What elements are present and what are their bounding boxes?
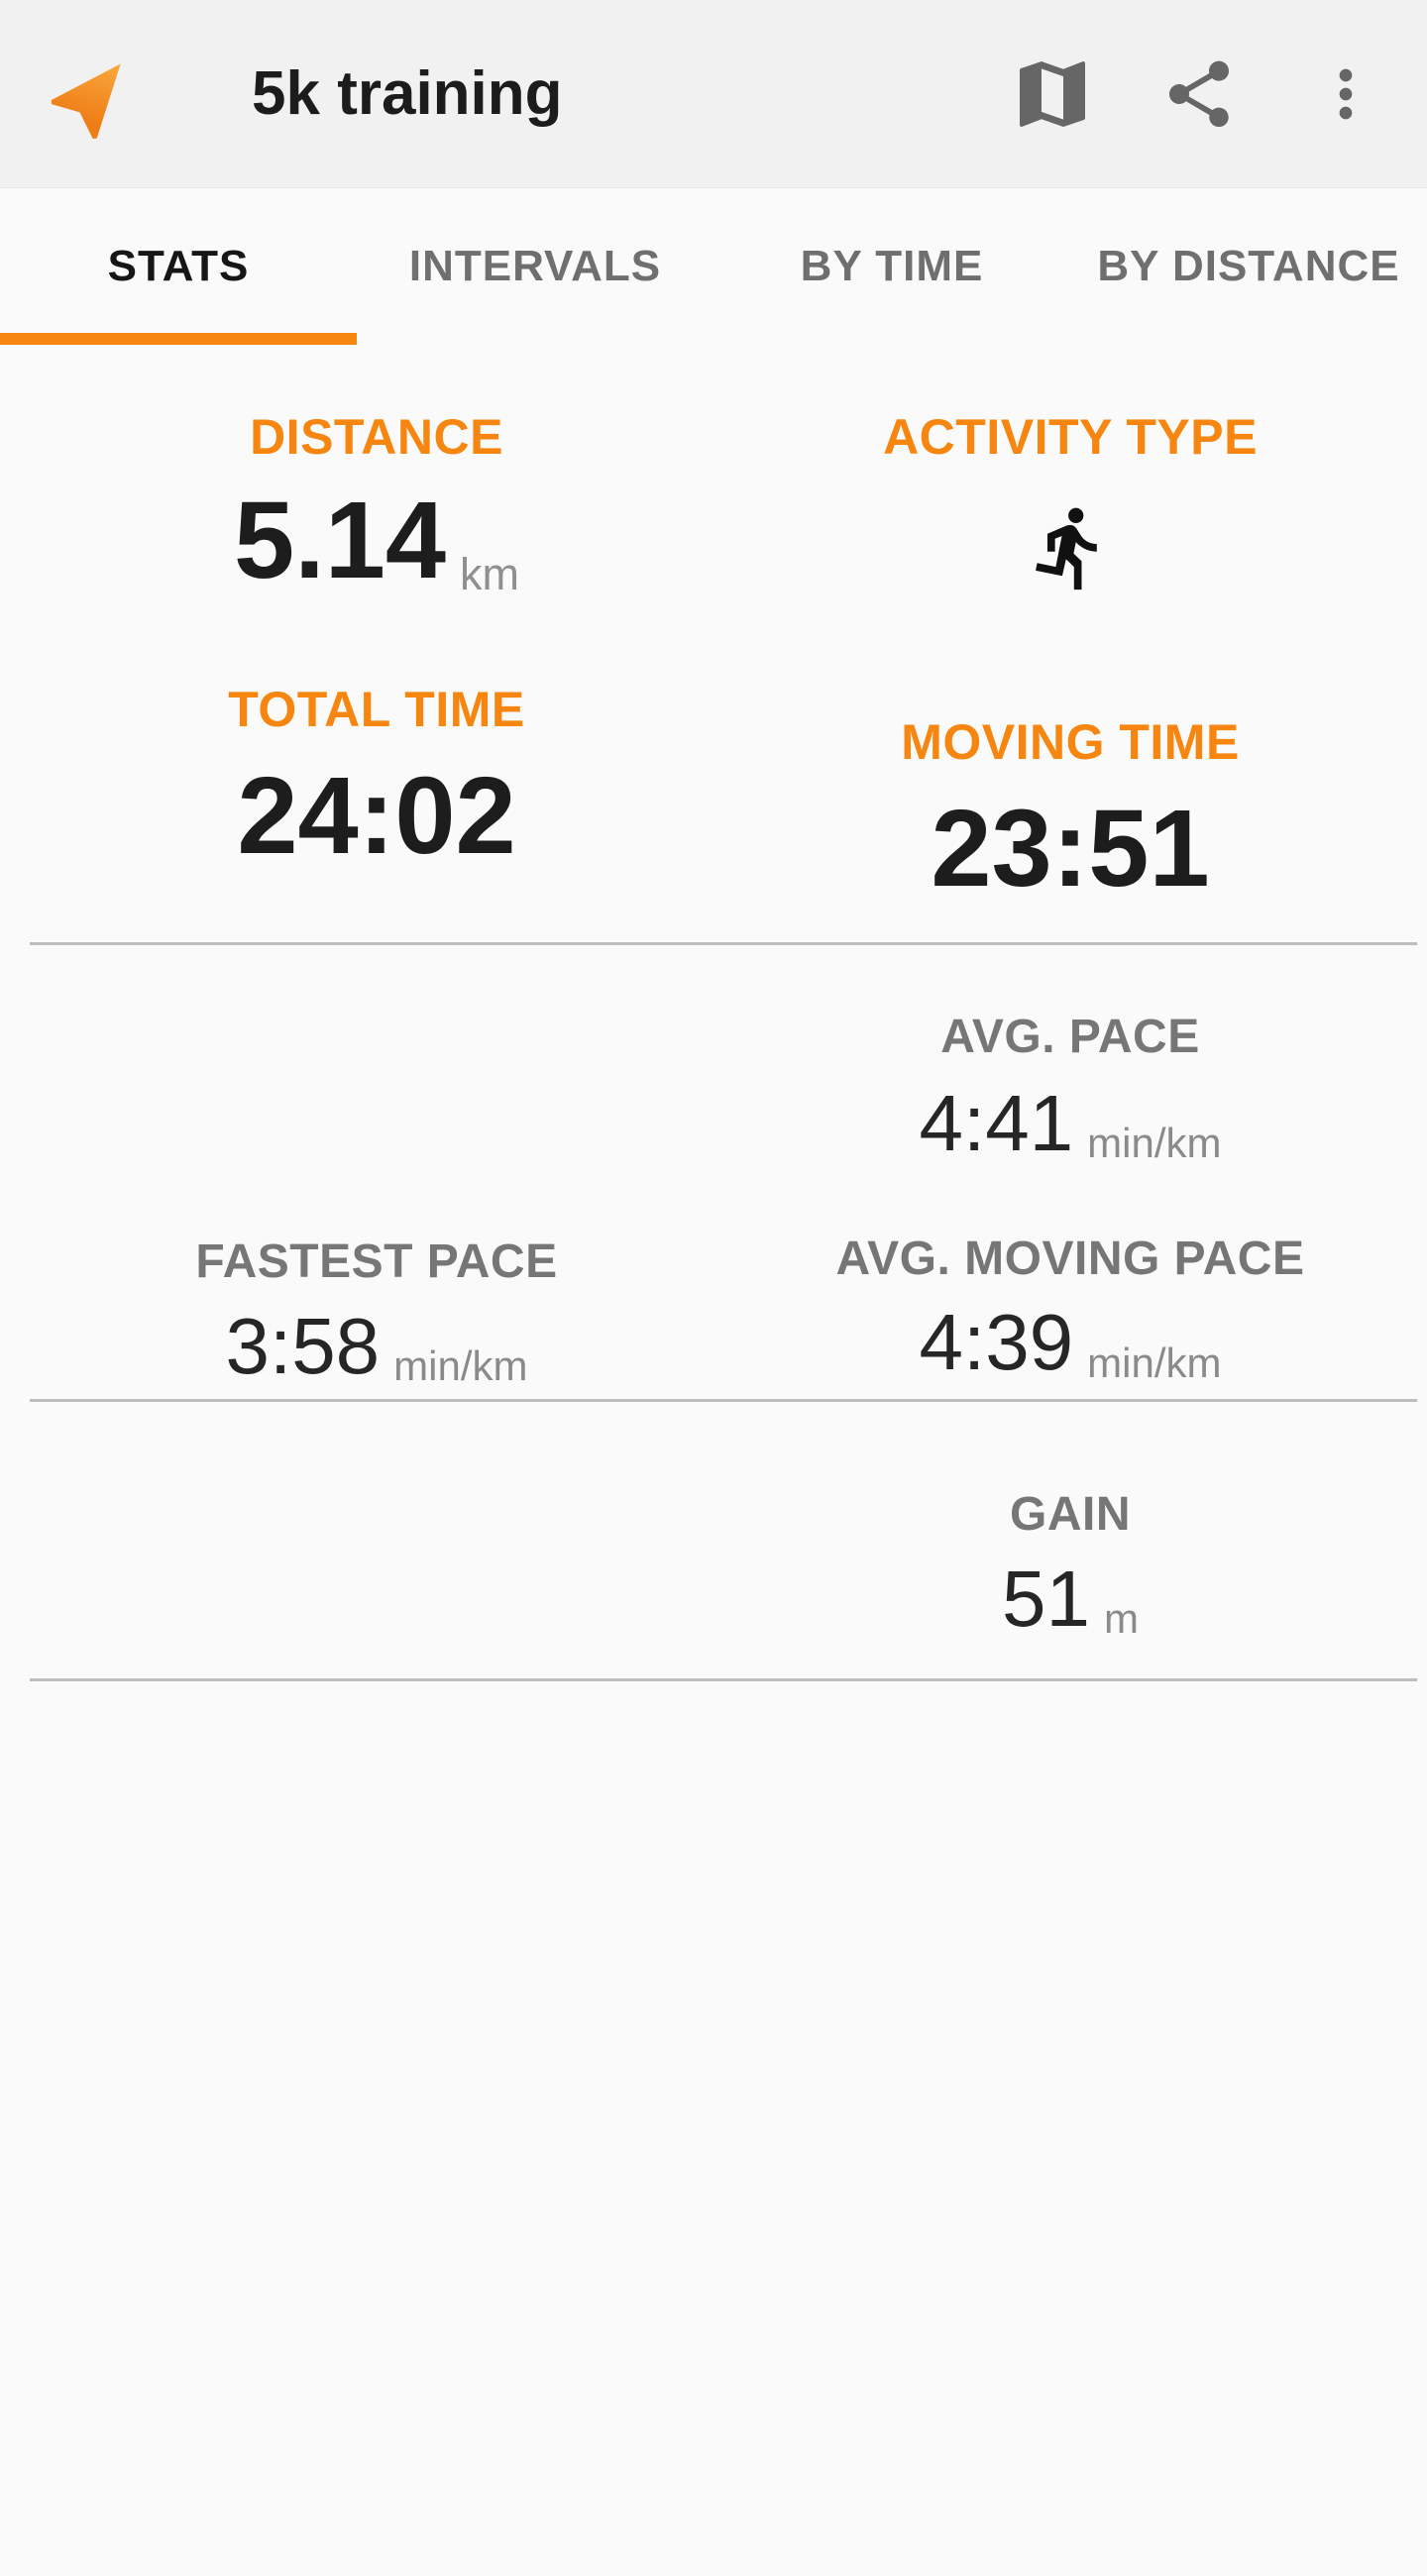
stat-value-total-time: 24:02	[237, 755, 516, 877]
stat-value-avg-pace: 4:41	[919, 1078, 1074, 1167]
stat-value-distance: 5.14	[233, 480, 447, 601]
appbar-actions	[1007, 40, 1427, 149]
stat-label-avg-moving-pace: AVG. MOVING PACE	[835, 1232, 1305, 1285]
section-paces: FASTEST PACE 3:58 min/km AVG. PACE 4:41 …	[30, 945, 1417, 1399]
stat-activity-type: ACTIVITY TYPE	[883, 407, 1258, 598]
tab-intervals[interactable]: INTERVALS	[408, 242, 662, 290]
stat-total-time: TOTAL TIME 24:02	[228, 680, 524, 876]
column-left: DISTANCE 5.14 km TOTAL TIME 24:02	[30, 345, 723, 942]
stat-gain: GAIN 51 m	[1002, 1486, 1139, 1645]
section-summary: DISTANCE 5.14 km TOTAL TIME 24:02 ACTIVI…	[30, 345, 1417, 942]
divider	[30, 942, 1417, 945]
stat-unit-distance: km	[460, 549, 520, 600]
runner-icon	[1036, 507, 1097, 590]
nav-arrow-icon	[51, 62, 121, 139]
stat-unit-avg-moving-pace: min/km	[1087, 1339, 1222, 1386]
column-left: FASTEST PACE 3:58 min/km	[30, 945, 723, 1399]
share-button[interactable]	[1153, 40, 1245, 149]
stat-unit-fastest-pace: min/km	[393, 1342, 528, 1390]
stat-label-gain: GAIN	[1009, 1488, 1131, 1541]
appbar: 5k training	[0, 0, 1427, 188]
activity-icon-wrap	[1025, 502, 1116, 598]
column-right: AVG. PACE 4:41 min/km AVG. MOVING PACE 4…	[723, 945, 1417, 1399]
column-left	[30, 1402, 723, 1678]
stat-label-avg-pace: AVG. PACE	[940, 1011, 1200, 1063]
stat-unit-gain: m	[1103, 1595, 1139, 1643]
stat-value-gain: 51	[1002, 1554, 1090, 1643]
stat-label-distance: DISTANCE	[250, 409, 503, 465]
stat-value-moving-time: 23:51	[931, 788, 1210, 910]
stat-unit-avg-pace: min/km	[1087, 1120, 1222, 1167]
divider	[30, 1678, 1417, 1681]
stat-avg-moving-pace: AVG. MOVING PACE 4:39 min/km	[836, 1231, 1305, 1389]
divider	[30, 1399, 1417, 1402]
column-right: GAIN 51 m	[723, 1402, 1417, 1678]
stat-label-activity-type: ACTIVITY TYPE	[883, 409, 1258, 465]
tab-by-distance[interactable]: BY DISTANCE	[1097, 242, 1400, 290]
more-vert-icon	[1339, 68, 1353, 119]
stat-label-total-time: TOTAL TIME	[228, 682, 525, 737]
stat-label-moving-time: MOVING TIME	[901, 714, 1240, 770]
share-icon	[1169, 60, 1229, 127]
tab-bar: STATS INTERVALS BY TIME BY DISTANCE	[0, 188, 1427, 345]
section-elevation: GAIN 51 m	[30, 1402, 1417, 1678]
column-right: ACTIVITY TYPE MOVING TIME 23:51	[723, 345, 1417, 942]
tab-stats[interactable]: STATS	[0, 188, 357, 345]
page-title: 5k training	[252, 59, 563, 128]
map-icon	[1020, 60, 1085, 127]
tab-by-time[interactable]: BY TIME	[800, 242, 984, 290]
map-button[interactable]	[1007, 40, 1098, 149]
stat-value-avg-moving-pace: 4:39	[919, 1298, 1074, 1387]
stat-fastest-pace: FASTEST PACE 3:58 min/km	[195, 1234, 557, 1392]
stats-panel: DISTANCE 5.14 km TOTAL TIME 24:02 ACTIVI…	[0, 345, 1427, 1681]
stat-moving-time: MOVING TIME 23:51	[901, 712, 1240, 909]
stat-label-fastest-pace: FASTEST PACE	[195, 1235, 558, 1288]
nav-arrow-button[interactable]	[46, 45, 145, 144]
stat-avg-pace: AVG. PACE 4:41 min/km	[919, 1009, 1221, 1169]
more-button[interactable]	[1300, 40, 1391, 149]
stat-distance: DISTANCE 5.14 km	[234, 407, 519, 600]
stat-value-fastest-pace: 3:58	[225, 1301, 381, 1390]
